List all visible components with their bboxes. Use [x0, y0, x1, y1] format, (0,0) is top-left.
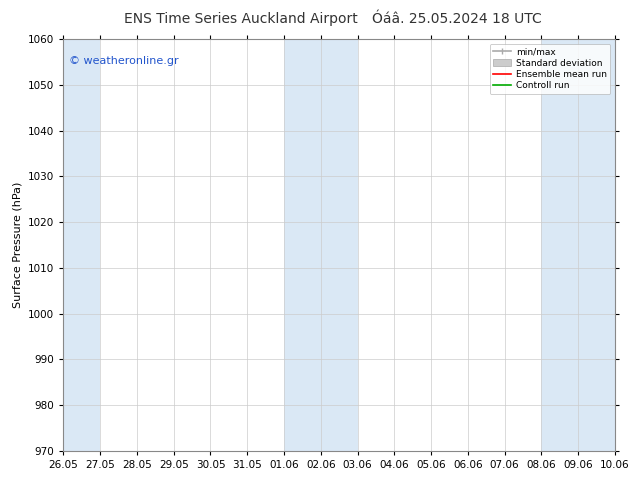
Bar	[284, 39, 358, 451]
Text: ENS Time Series Auckland Airport: ENS Time Series Auckland Airport	[124, 12, 358, 26]
Bar	[541, 39, 615, 451]
Legend: min/max, Standard deviation, Ensemble mean run, Controll run: min/max, Standard deviation, Ensemble me…	[489, 44, 611, 94]
Bar	[63, 39, 100, 451]
Y-axis label: Surface Pressure (hPa): Surface Pressure (hPa)	[13, 182, 23, 308]
Text: Óáâ. 25.05.2024 18 UTC: Óáâ. 25.05.2024 18 UTC	[372, 12, 541, 26]
Text: © weatheronline.gr: © weatheronline.gr	[69, 56, 179, 66]
